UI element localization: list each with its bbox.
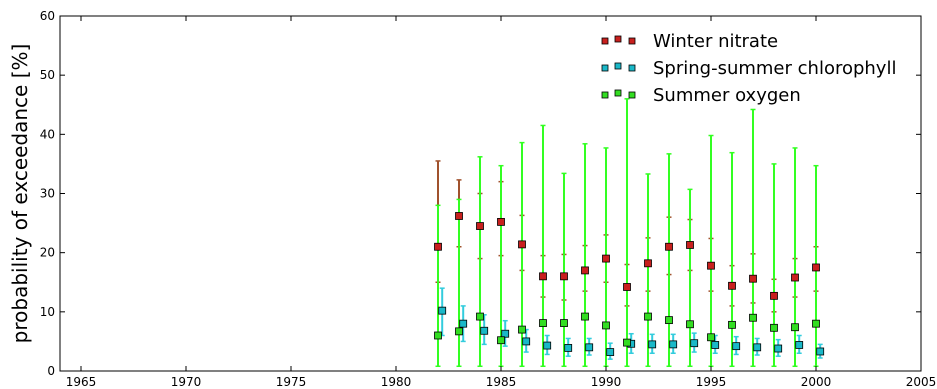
spring-summer-chlorophyll-marker <box>690 339 699 348</box>
y-tick-label: 0 <box>47 364 55 378</box>
summer-oxygen-marker <box>623 338 631 347</box>
winter-nitrate-marker <box>707 261 715 270</box>
y-tick-label: 50 <box>40 68 55 82</box>
legend-marker-spring-summer-chlorophyll <box>601 64 609 72</box>
legend-marker-summer-oxygen <box>628 91 636 99</box>
spring-summer-chlorophyll-marker <box>816 347 825 356</box>
spring-summer-chlorophyll-marker <box>585 343 594 352</box>
summer-oxygen-marker <box>707 333 715 342</box>
legend: Winter nitrate Spring-summer chlorophyll S… <box>601 31 896 106</box>
summer-oxygen-marker <box>728 320 736 329</box>
legend-label-spring-summer-chlorophyll: Spring-summer chlorophyll <box>653 58 896 79</box>
winter-nitrate-marker <box>686 241 694 249</box>
x-tick-label: 2000 <box>801 375 832 389</box>
x-tick-label: 1970 <box>171 375 202 389</box>
summer-oxygen-marker <box>791 323 799 332</box>
winter-nitrate-marker <box>665 242 673 251</box>
winter-nitrate-marker <box>518 240 526 249</box>
winter-nitrate-marker <box>476 222 484 230</box>
spring-summer-chlorophyll-marker <box>711 341 720 349</box>
spring-summer-chlorophyll-marker <box>459 319 468 328</box>
y-tick-label: 30 <box>40 187 55 201</box>
legend-marker-winter-nitrate <box>614 35 622 43</box>
summer-oxygen-marker <box>686 320 694 329</box>
winter-nitrate-marker <box>539 272 547 281</box>
summer-oxygen-marker <box>434 331 442 340</box>
data-markers <box>434 212 825 356</box>
spring-summer-chlorophyll-marker <box>438 306 447 315</box>
y-tick-label: 60 <box>40 9 55 23</box>
y-tick-label: 10 <box>40 305 55 319</box>
winter-nitrate-marker <box>455 212 463 220</box>
spring-summer-chlorophyll-marker <box>732 342 741 351</box>
legend-marker-summer-oxygen <box>614 89 622 97</box>
winter-nitrate-marker <box>749 274 757 283</box>
spring-summer-chlorophyll-marker <box>753 343 762 352</box>
summer-oxygen-marker <box>539 319 547 327</box>
summer-oxygen-marker <box>455 327 463 336</box>
x-tick-label: 1965 <box>66 375 97 389</box>
spring-summer-chlorophyll-marker <box>774 344 783 353</box>
spring-summer-chlorophyll-marker <box>606 348 615 356</box>
legend-marker-winter-nitrate <box>628 37 636 45</box>
summer-oxygen-marker <box>602 321 610 330</box>
summer-oxygen-marker <box>749 313 757 322</box>
summer-oxygen-marker <box>812 319 820 328</box>
legend-marker-spring-summer-chlorophyll <box>628 64 636 72</box>
x-tick-label: 1980 <box>381 375 412 389</box>
winter-nitrate-marker <box>497 217 505 226</box>
winter-nitrate-marker <box>728 281 736 290</box>
x-tick-label: 2005 <box>906 375 937 389</box>
x-tick-label: 1995 <box>696 375 727 389</box>
winter-nitrate-marker <box>623 283 631 291</box>
summer-oxygen-marker <box>560 319 568 327</box>
legend-marker-spring-summer-chlorophyll <box>614 62 622 70</box>
axis-ticks: 1965 1970 1975 1980 1985 1990 1995 2000 20050102… <box>40 9 937 389</box>
summer-oxygen-marker <box>476 312 484 321</box>
winter-nitrate-marker <box>812 263 820 272</box>
spring-summer-chlorophyll-marker <box>669 340 678 349</box>
spring-summer-chlorophyll-marker <box>501 329 510 338</box>
spring-summer-chlorophyll-marker <box>795 341 804 349</box>
winter-nitrate-marker <box>644 259 652 268</box>
y-axis-label: probability of exceedance [%] <box>8 44 32 344</box>
winter-nitrate-marker <box>560 272 568 281</box>
legend-marker-winter-nitrate <box>601 37 609 45</box>
summer-oxygen-marker <box>497 336 505 345</box>
winter-nitrate-marker <box>770 291 778 300</box>
spring-summer-chlorophyll-marker <box>543 341 552 350</box>
legend-marker-summer-oxygen <box>601 91 609 99</box>
x-tick-label: 1990 <box>591 375 622 389</box>
summer-oxygen-marker <box>644 312 652 321</box>
winter-nitrate-marker <box>581 266 589 275</box>
summer-oxygen-marker <box>665 316 673 325</box>
winter-nitrate-marker <box>791 273 799 282</box>
summer-oxygen-marker <box>581 312 589 321</box>
legend-label-summer-oxygen: Summer oxygen <box>653 85 801 106</box>
y-tick-label: 20 <box>40 246 55 260</box>
spring-summer-chlorophyll-marker <box>522 337 531 346</box>
summer-oxygen-marker <box>770 323 778 332</box>
spring-summer-chlorophyll-marker <box>648 340 657 349</box>
winter-nitrate-marker <box>434 242 442 251</box>
spring-summer-chlorophyll-marker <box>564 344 573 352</box>
summer-oxygen-marker <box>518 325 526 334</box>
x-tick-label: 1985 <box>486 375 517 389</box>
legend-label-winter-nitrate: Winter nitrate <box>653 31 778 52</box>
spring-summer-chlorophyll-marker <box>480 326 489 335</box>
x-tick-label: 1975 <box>276 375 307 389</box>
winter-nitrate-marker <box>602 254 610 263</box>
y-tick-label: 40 <box>40 127 55 141</box>
